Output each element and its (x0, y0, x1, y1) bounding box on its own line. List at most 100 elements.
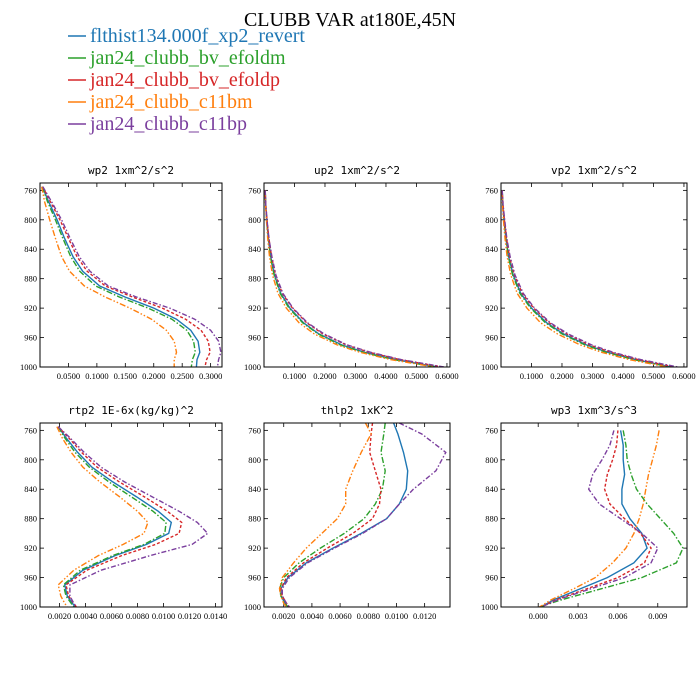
y-tick-label: 880 (248, 514, 261, 524)
panel-title: up2 1xm^2/s^2 (314, 164, 400, 177)
y-tick-label: 840 (485, 484, 498, 494)
series-line-2 (41, 186, 197, 367)
x-tick-label: 0.0120 (178, 611, 201, 621)
series-line-3 (42, 186, 211, 367)
x-tick-label: 0.0120 (413, 611, 436, 621)
series-line-2 (501, 190, 671, 367)
panel-5: thlp2 1xK^2 760 800 840 880 920 960 1000 0.0020 0… (244, 404, 451, 621)
series-line-1 (57, 426, 173, 607)
x-tick-label: 0.009 (648, 611, 667, 621)
y-tick-label: 1000 (481, 362, 498, 372)
x-tick-label: 0.3000 (581, 371, 604, 381)
x-tick-label: 0.1000 (283, 371, 306, 381)
series-line-5 (57, 426, 209, 607)
series-line-4 (501, 190, 668, 367)
y-tick-label: 960 (248, 333, 261, 343)
legend-entry-5: jan24_clubb_c11bp (89, 113, 247, 135)
x-tick-label: 0.2500 (171, 371, 194, 381)
series-line-4 (56, 426, 149, 607)
y-tick-label: 960 (485, 573, 498, 583)
x-tick-label: 0.4000 (374, 371, 397, 381)
x-tick-label: 0.0140 (204, 611, 227, 621)
y-tick-label: 760 (24, 425, 37, 435)
y-tick-label: 960 (485, 333, 498, 343)
series-line-4 (539, 430, 660, 607)
y-tick-label: 920 (248, 543, 261, 553)
x-tick-label: 0.1000 (520, 371, 543, 381)
x-tick-label: 0.2000 (550, 371, 573, 381)
y-tick-label: 760 (485, 425, 498, 435)
panel-title: wp2 1xm^2/s^2 (88, 164, 174, 177)
x-tick-label: 0.0080 (357, 611, 380, 621)
x-tick-label: 0.0040 (74, 611, 97, 621)
y-tick-label: 920 (24, 543, 37, 553)
x-tick-label: 0.0100 (385, 611, 408, 621)
series-line-4 (278, 423, 372, 607)
series-line-2 (57, 426, 167, 607)
series-line-4 (41, 186, 178, 367)
x-tick-label: 0.1000 (85, 371, 108, 381)
y-tick-label: 880 (24, 274, 37, 284)
y-tick-label: 760 (248, 185, 261, 195)
series-line-5 (501, 190, 679, 367)
y-tick-label: 840 (248, 244, 261, 254)
y-tick-label: 840 (248, 484, 261, 494)
series-line-3 (540, 430, 652, 607)
series-line-3 (501, 190, 675, 367)
series-line-5 (281, 423, 447, 607)
x-tick-label: 0.006 (608, 611, 627, 621)
y-tick-label: 1000 (20, 602, 37, 612)
legend-entry-1: flthist134.000f_xp2_revert (90, 25, 305, 47)
y-tick-label: 880 (485, 274, 498, 284)
panel-title: vp2 1xm^2/s^2 (551, 164, 637, 177)
y-tick-label: 760 (485, 185, 498, 195)
legend-entry-3: jan24_clubb_bv_efoldp (89, 69, 280, 91)
x-tick-label: 0.1500 (114, 371, 137, 381)
x-tick-label: 0.0020 (272, 611, 295, 621)
x-tick-label: 0.0100 (152, 611, 175, 621)
y-tick-label: 880 (248, 274, 261, 284)
panel-2: up2 1xm^2/s^2 760 800 840 880 920 960 1000 0.100… (244, 164, 459, 381)
series-line-1 (41, 186, 201, 367)
x-tick-label: 0.0080 (126, 611, 149, 621)
series-line-3 (264, 190, 443, 367)
x-tick-label: 0.2000 (142, 371, 165, 381)
plot-frame (500, 182, 688, 368)
series-line-2 (278, 423, 386, 607)
plot-frame (39, 182, 223, 368)
y-tick-label: 840 (24, 484, 37, 494)
y-tick-label: 800 (24, 455, 37, 465)
y-tick-label: 800 (248, 455, 261, 465)
x-tick-label: 0.0040 (300, 611, 323, 621)
y-tick-label: 920 (248, 303, 261, 313)
x-tick-label: 0.0020 (48, 611, 71, 621)
x-tick-label: 0.0060 (328, 611, 351, 621)
y-tick-label: 800 (485, 455, 498, 465)
x-tick-label: 0.3000 (344, 371, 367, 381)
series-line-1 (501, 190, 672, 367)
series-line-1 (264, 190, 438, 367)
y-tick-label: 800 (485, 215, 498, 225)
x-tick-label: 0.4000 (611, 371, 634, 381)
panel-4: rtp2 1E-6x(kg/kg)^2 760 800 840 880 920 960 100… (20, 404, 227, 621)
series-line-4 (264, 190, 435, 367)
plot-frame (263, 182, 451, 368)
x-tick-label: 0.5000 (642, 371, 665, 381)
x-tick-label: 0.6000 (672, 371, 695, 381)
y-tick-label: 880 (485, 514, 498, 524)
panel-title: wp3 1xm^3/s^3 (551, 404, 637, 417)
figure-title: CLUBB VAR at180E,45N (244, 9, 456, 31)
y-tick-label: 960 (24, 573, 37, 583)
y-tick-label: 920 (485, 543, 498, 553)
y-tick-label: 1000 (481, 602, 498, 612)
x-tick-label: 0.6000 (435, 371, 458, 381)
y-tick-label: 840 (485, 244, 498, 254)
series-line-2 (539, 430, 684, 607)
y-tick-label: 920 (485, 303, 498, 313)
y-tick-label: 960 (24, 333, 37, 343)
plot-frame (263, 422, 451, 608)
y-tick-label: 840 (24, 244, 37, 254)
plot-frame (39, 422, 223, 608)
x-tick-label: 0.0060 (100, 611, 123, 621)
y-tick-label: 1000 (244, 362, 261, 372)
